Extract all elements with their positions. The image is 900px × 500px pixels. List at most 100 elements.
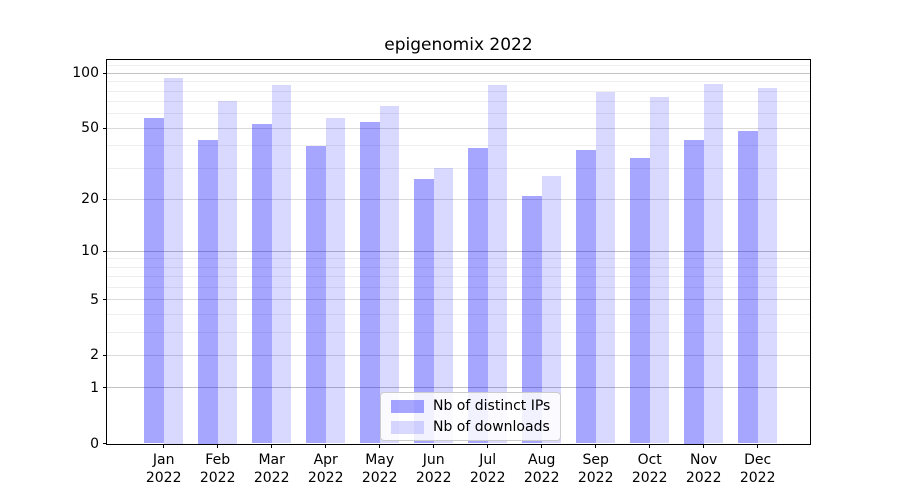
bar-nb-of-downloads-sep-2022 [595,92,616,444]
x-tick-mark-jan-2022 [163,443,165,448]
x-tick-mark-sep-2022 [595,443,597,448]
bar-nb-of-downloads-jan-2022 [163,77,184,444]
bar-nb-of-downloads-apr-2022 [325,117,346,444]
x-tick-label-line: Sep [582,451,609,468]
x-tick-label-aug-2022: Aug 2022 [524,451,560,487]
bar-nb-of-distinct-ips-nov-2022 [684,140,704,444]
x-tick-mark-may-2022 [379,443,381,448]
bar-nb-of-distinct-ips-aug-2022 [522,195,542,444]
bar-nb-of-distinct-ips-sep-2022 [576,149,596,444]
x-tick-label-line: 2022 [253,469,290,486]
legend-label-downloads: Nb of downloads [433,419,550,435]
x-tick-label-line: 2022 [577,469,614,486]
y-tick-mark-20 [102,198,107,200]
x-tick-label-line: Jan [152,451,175,468]
y-tick-label-2: 2 [90,347,99,364]
x-tick-label-jun-2022: Jun 2022 [416,451,452,487]
gridline-minor-8 [107,266,810,268]
x-tick-label-line: 2022 [145,469,182,486]
x-tick-label-line: Aug [528,451,556,468]
gridline-minor-80 [107,90,810,92]
x-tick-mark-jul-2022 [487,443,489,448]
gridline-minor-4 [107,313,810,315]
bar-nb-of-downloads-may-2022 [379,106,400,444]
x-tick-label-line: 2022 [307,469,344,486]
x-tick-label-line: 2022 [361,469,398,486]
bar-nb-of-distinct-ips-may-2022 [360,122,380,444]
chart-title: epigenomix 2022 [384,35,533,55]
x-tick-label-dec-2022: Dec 2022 [740,451,776,487]
x-tick-mark-nov-2022 [703,443,705,448]
y-tick-label-0: 0 [90,435,99,452]
x-tick-label-may-2022: May 2022 [362,451,398,487]
y-tick-label-1: 1 [90,379,99,396]
x-tick-label-line: Nov [690,451,718,468]
y-tick-mark-2 [102,354,107,356]
gridline-major-10 [107,250,810,252]
gridline-minor-40 [107,145,810,147]
y-tick-label-100: 100 [72,65,99,82]
bar-nb-of-downloads-feb-2022 [217,100,238,444]
x-tick-label-oct-2022: Oct 2022 [632,451,668,487]
gridline-mid-2 [107,354,810,356]
x-tick-mark-aug-2022 [541,443,543,448]
x-tick-mark-mar-2022 [271,443,273,448]
gridline-minor-3 [107,331,810,333]
x-tick-label-line: Mar [258,451,285,468]
legend-label-distinct-ips: Nb of distinct IPs [433,398,551,414]
x-tick-mark-dec-2022 [757,443,759,448]
bar-nb-of-downloads-jun-2022 [433,168,454,444]
bar-nb-of-downloads-mar-2022 [271,85,292,444]
gridline-major-1 [107,387,810,389]
x-tick-label-line: 2022 [199,469,236,486]
y-tick-mark-50 [102,127,107,129]
gridline-minor-7 [107,276,810,278]
y-tick-mark-0 [102,442,107,445]
gridline-mid-5 [107,299,810,301]
legend-swatch-distinct-ips [391,399,424,413]
bar-nb-of-distinct-ips-dec-2022 [738,131,758,444]
y-tick-label-10: 10 [81,243,99,260]
gridline-minor-30 [107,167,810,169]
gridline-mid-20 [107,198,810,200]
x-tick-label-line: 2022 [469,469,506,486]
x-tick-label-line: Jun [422,451,445,468]
x-tick-label-line: 2022 [523,469,560,486]
bar-nb-of-distinct-ips-jun-2022 [414,179,434,444]
y-tick-label-50: 50 [81,120,99,137]
bar-nb-of-distinct-ips-jan-2022 [144,117,164,444]
y-tick-label-5: 5 [90,291,99,308]
x-tick-label-feb-2022: Feb 2022 [200,451,236,487]
x-tick-mark-feb-2022 [217,443,219,448]
x-tick-label-line: 2022 [685,469,722,486]
x-tick-label-line: 2022 [415,469,452,486]
bar-nb-of-downloads-nov-2022 [703,84,724,444]
x-tick-label-mar-2022: Mar 2022 [254,451,290,487]
x-tick-label-nov-2022: Nov 2022 [686,451,722,487]
bar-nb-of-downloads-dec-2022 [757,88,778,444]
x-tick-label-line: Oct [637,451,662,468]
legend-item-downloads: Nb of downloads [391,419,550,435]
y-tick-label-20: 20 [81,191,99,208]
y-tick-mark-10 [102,250,107,252]
gridline-major-100 [107,72,810,74]
x-tick-label-line: Dec [744,451,772,468]
x-tick-label-line: Feb [205,451,231,468]
x-tick-label-sep-2022: Sep 2022 [578,451,614,487]
y-tick-mark-5 [102,299,107,301]
y-tick-mark-1 [102,387,107,389]
legend-item-distinct-ips: Nb of distinct IPs [391,398,550,414]
gridline-minor-6 [107,287,810,288]
y-tick-mark-100 [102,72,107,74]
gridline-minor-90 [107,81,810,83]
x-tick-label-line: May [365,451,395,468]
gridline-minor-60 [107,113,810,115]
legend-swatch-downloads [391,420,424,434]
x-tick-label-line: Jul [479,451,497,468]
gridline-minor-70 [107,101,810,103]
x-tick-label-jul-2022: Jul 2022 [470,451,506,487]
bar-nb-of-downloads-aug-2022 [541,176,562,444]
x-tick-label-line: Apr [313,451,338,468]
x-tick-label-line: 2022 [631,469,668,486]
